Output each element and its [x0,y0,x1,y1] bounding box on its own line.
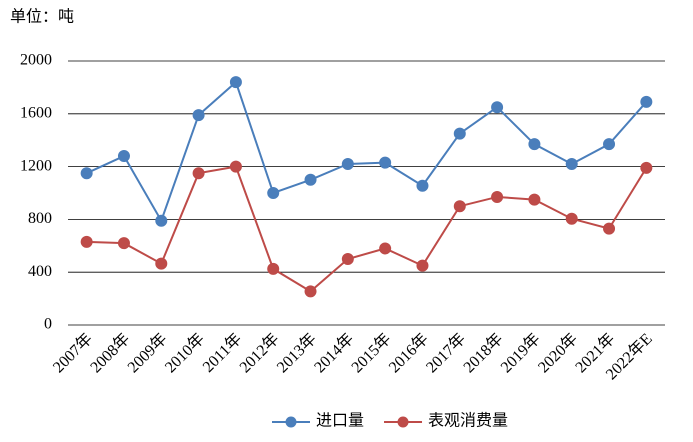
point [80,235,93,248]
y-tick-label: 400 [28,263,52,280]
x-tick-label: 2015年 [348,330,395,377]
point [229,76,242,89]
x-tick-label: 2019年 [497,330,544,377]
series-line [86,80,648,224]
point [304,285,317,298]
point [603,138,616,151]
point [155,257,168,270]
x-tick-label: 2014年 [311,330,358,377]
point [565,212,578,225]
point [341,157,354,170]
point [304,173,317,186]
legend-marker [285,416,297,428]
series-line [86,165,648,293]
point [379,242,392,255]
point [453,200,466,213]
x-tick-label: 2008年 [87,330,134,377]
point [117,237,130,250]
point [416,179,429,192]
x-tick-label: 2020年 [534,330,581,377]
point [192,109,205,122]
point [229,160,242,173]
y-tick-label: 2000 [20,52,52,69]
x-tick-label: 2016年 [385,330,432,377]
y-tick-label: 800 [28,210,52,227]
point [416,259,429,272]
y-tick-label: 1200 [20,157,52,174]
point [603,222,616,235]
x-tick-label: 2011年 [199,330,245,376]
x-tick-label: 2017年 [423,330,470,377]
point [491,101,504,114]
x-tick-label: 2018年 [460,330,507,377]
point [640,161,653,174]
point [155,214,168,227]
x-tick-label: 2007年 [49,330,96,377]
point [80,167,93,180]
point [453,127,466,140]
point [341,253,354,265]
x-tick-label: 2009年 [124,330,171,377]
point [117,150,130,163]
x-tick-label: 2013年 [273,330,320,377]
x-tick-label: 2010年 [161,330,208,377]
point [528,193,541,206]
y-tick-label: 1600 [20,104,52,121]
legend-label: 表观消费量 [428,412,508,430]
legend-label: 进口量 [316,412,364,430]
legend-marker [397,416,409,428]
point [267,187,280,199]
x-tick-label: 2012年 [236,330,283,377]
point [267,262,280,275]
point [640,95,653,108]
point [491,190,504,203]
unit-label: 单位：吨 [10,8,74,26]
point [379,156,392,169]
point [565,157,578,170]
point [192,167,205,180]
y-tick-label: 0 [44,316,52,333]
point [528,138,541,151]
